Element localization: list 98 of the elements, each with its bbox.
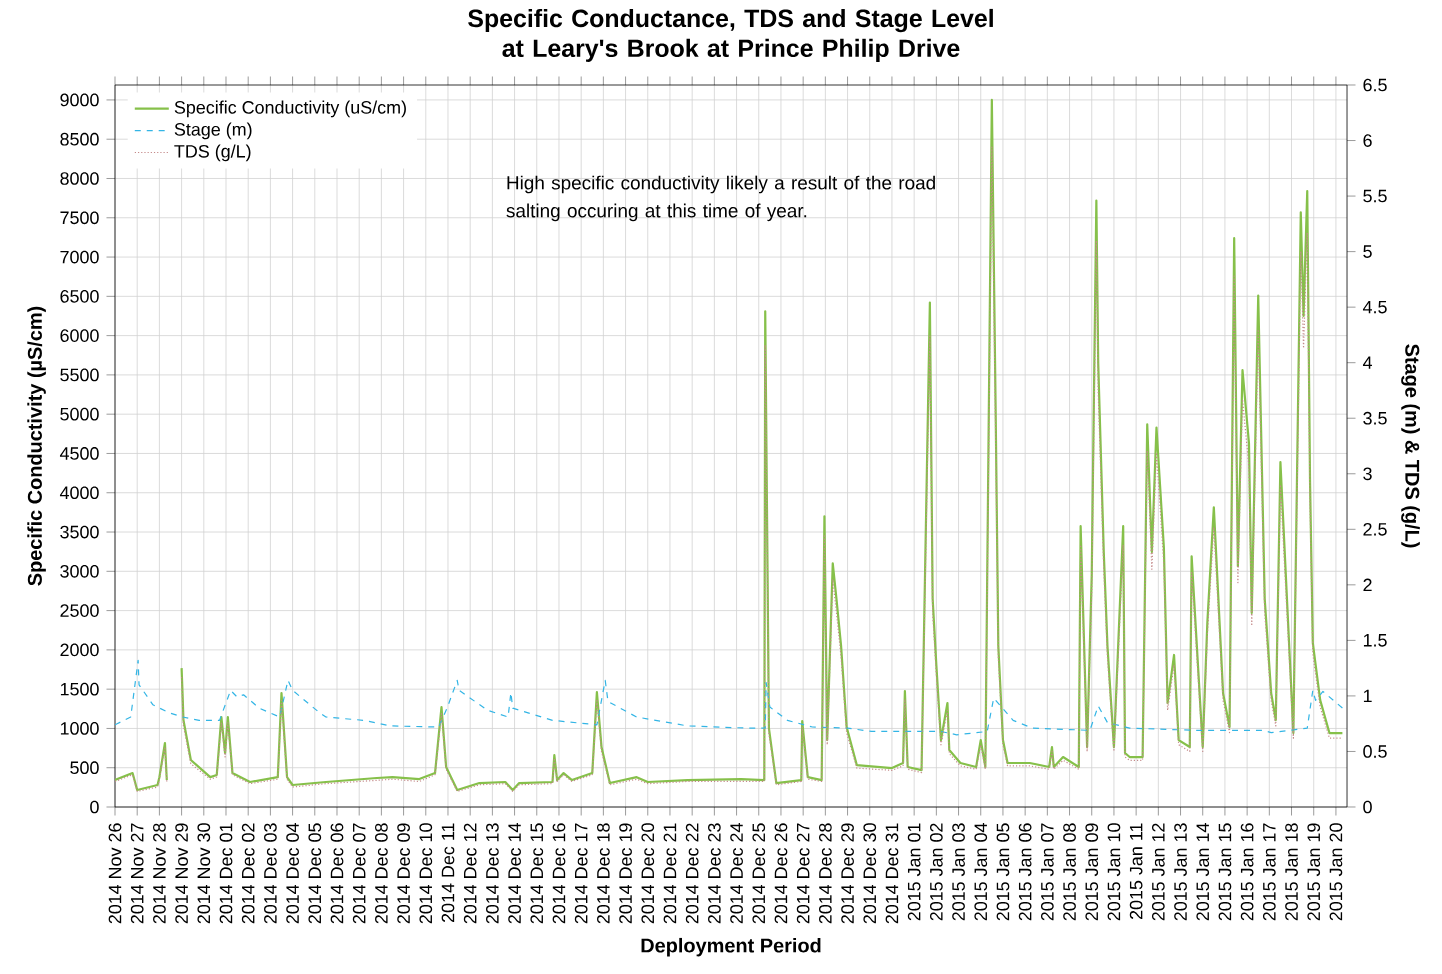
y2-tick-label: 6.5 [1363,78,1387,92]
x-tick-label: 2014 Dec 04 [286,823,299,924]
x-tick-label: 2014 Dec 11 [441,823,455,922]
x-tick-label: 2014 Dec 07 [352,823,366,924]
y-tick-label: 9000 [60,93,99,107]
x-tick-label: 2015 Jan 10 [1107,823,1121,921]
x-tick-label: 2014 Dec 24 [730,823,743,924]
legend-label: Specific Conductivity (uS/cm) [174,100,406,118]
x-tick-label: 2014 Dec 18 [597,823,610,924]
x-tick-label: 2014 Dec 15 [530,823,544,924]
x-tick-label: 2014 Nov 30 [197,823,211,924]
y2-tick-label: 3.5 [1363,411,1387,425]
x-tick-label: 2014 Dec 16 [552,823,566,924]
legend-label: Stage (m) [174,122,252,140]
y2-tick-label: 4.5 [1362,300,1387,314]
x-tick-label: 2014 Dec 23 [708,823,721,924]
x-tick-label: 2015 Jan 06 [1018,823,1032,921]
x-tick-label: 2014 Dec 27 [796,823,810,924]
y-tick-label: 2000 [60,643,99,657]
x-tick-label: 2015 Jan 13 [1174,823,1187,921]
y2-tick-label: 1.5 [1363,634,1387,647]
y-tick-label: 3000 [60,564,99,578]
x-tick-label: 2015 Jan 20 [1329,823,1343,921]
y2-tick-label: 5.5 [1363,189,1387,203]
x-tick-label: 2014 Dec 29 [841,823,854,924]
x-tick-label: 2014 Dec 20 [641,823,655,924]
x-tick-label: 2014 Dec 19 [619,823,632,924]
y-tick-label: 7000 [60,250,99,264]
x-tick-label: 2014 Dec 14 [508,823,521,924]
x-tick-label: 2015 Jan 01 [907,823,921,921]
y-tick-label: 8000 [60,172,99,185]
y-tick-label: 4000 [59,486,99,500]
annotation: High specific conductivity likely a result of the road salting occuring at this time of year. [506,175,935,222]
x-tick-label: 2014 Nov 26 [108,823,122,924]
y-tick-label: 6500 [60,289,99,303]
x-tick-label: 2015 Jan 03 [952,823,965,921]
x-tick-label: 2014 Dec 10 [419,823,433,924]
x-tick-label: 2014 Dec 03 [264,823,277,924]
line-series [115,659,1346,736]
y2-tick-label: 5 [1363,245,1372,258]
x-tick-label: 2014 Dec 26 [774,823,788,924]
y-tick-label: 3500 [60,525,99,539]
x-tick-label: 2014 Dec 30 [863,823,877,924]
x-tick-label: 2014 Dec 05 [308,823,322,924]
y-tick-label: 500 [70,761,99,775]
y-axis-title: Specific Conductivity (µS/cm) [27,306,46,586]
x-tick-label: 2014 Dec 02 [241,823,255,924]
x-tick-label: 2015 Jan 05 [996,823,1010,921]
x-tick-label: 2014 Nov 29 [175,823,188,924]
x-tick-label: 2014 Dec 22 [685,823,699,924]
x-tick-label: 2015 Jan 18 [1285,823,1298,921]
x-tick-label: 2014 Dec 06 [330,823,344,924]
x-tick-label: 2014 Dec 08 [375,823,388,924]
y2-tick-label: 2.5 [1363,522,1387,536]
x-tick-label: 2015 Jan 09 [1085,823,1099,921]
x-tick-label: 2015 Jan 17 [1262,823,1276,921]
y-tick-label: 1000 [60,722,99,735]
y2-tick-label: 6 [1363,134,1372,147]
x-tick-label: 2015 Jan 19 [1307,823,1321,921]
x-tick-label: 2015 Jan 02 [929,823,943,921]
x-tick-label: 2015 Jan 16 [1240,823,1254,921]
x-tick-label: 2014 Dec 28 [819,823,832,924]
x-axis-title: Deployment Period [641,937,821,957]
x-tick-label: 2015 Jan 15 [1218,823,1232,921]
x-tick-label: 2014 Dec 09 [397,823,410,924]
y-tick-label: 4500 [59,447,99,460]
y-tick-label: 5500 [60,368,99,382]
y2-tick-label: 3 [1363,467,1372,481]
x-tick-label: 2014 Dec 21 [663,823,677,924]
legend-label: TDS (g/L) [174,144,251,162]
x-tick-label: 2015 Jan 11 [1129,823,1143,920]
y-tick-label: 8500 [60,132,99,146]
chart-title: Specific Conductance, TDS and Stage Level at Leary's Brook at Prince Philip Drive [468,8,993,63]
x-tick-label: 2014 Dec 17 [574,823,588,924]
y2-tick-label: 0 [1363,800,1372,814]
x-tick-label: 2015 Jan 07 [1040,823,1054,921]
x-tick-label: 2014 Dec 31 [885,823,899,924]
x-tick-label: 2015 Jan 14 [1196,823,1210,921]
x-tick-label: 2014 Nov 27 [130,823,144,924]
y2-tick-label: 4 [1362,356,1372,369]
x-tick-label: 2015 Jan 08 [1063,823,1076,921]
y-tick-label: 1500 [60,682,99,696]
y-tick-label: 7500 [60,211,99,225]
x-tick-label: 2015 Jan 12 [1151,823,1165,921]
y2-tick-label: 1 [1363,689,1372,703]
x-tick-label: 2014 Dec 01 [219,823,233,924]
x-tick-label: 2014 Dec 12 [463,823,477,924]
x-tick-label: 2014 Dec 25 [752,823,766,924]
x-tick-label: 2014 Dec 13 [486,823,499,924]
y-tick-label: 6000 [60,329,99,342]
y2-tick-label: 0.5 [1363,745,1387,758]
y2-tick-label: 2 [1363,578,1372,592]
x-tick-label: 2015 Jan 04 [974,823,988,921]
y-tick-label: 5000 [60,407,99,421]
x-tick-label: 2014 Nov 28 [153,823,166,924]
y2-axis-title: Stage (m) & TDS (g/L) [1401,344,1420,548]
y-tick-label: 0 [90,800,99,814]
y-tick-label: 2500 [60,604,99,617]
